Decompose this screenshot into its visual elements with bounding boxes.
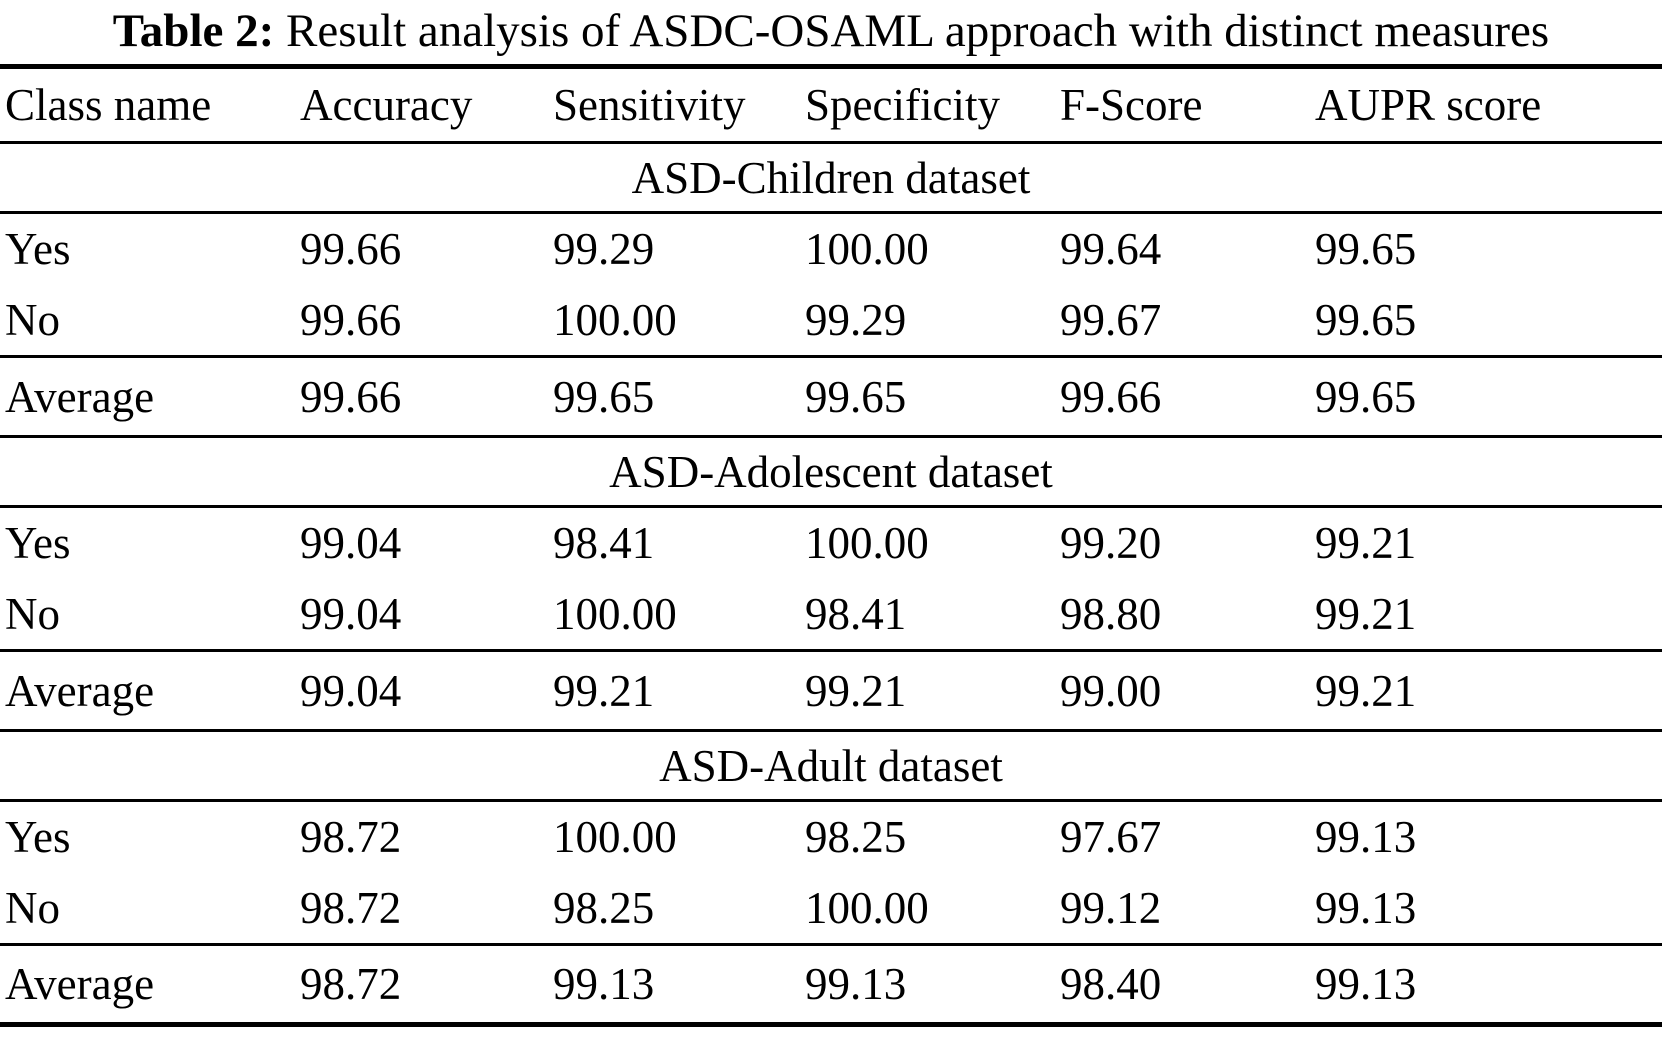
average-row: Average 99.04 99.21 99.21 99.00 99.21 xyxy=(0,650,1662,731)
cell-aupr-score: 99.65 xyxy=(1315,371,1417,422)
cell-aupr-score: 99.13 xyxy=(1315,882,1417,933)
table-row: No 99.66 100.00 99.29 99.67 99.65 xyxy=(0,285,1662,357)
results-table: Class name Accuracy Sensitivity Specific… xyxy=(0,64,1662,1027)
cell-sensitivity: 99.13 xyxy=(553,959,655,1009)
cell-sensitivity: 99.21 xyxy=(553,665,655,716)
cell-class-name: No xyxy=(5,588,60,639)
cell-specificity: 99.29 xyxy=(805,294,907,345)
table-row: Yes 98.72 100.00 98.25 97.67 99.13 xyxy=(0,801,1662,873)
cell-accuracy: 98.72 xyxy=(300,959,402,1009)
section-header-children: ASD-Children dataset xyxy=(0,142,1662,213)
cell-class-name: Average xyxy=(5,959,155,1009)
cell-sensitivity: 100.00 xyxy=(553,812,677,863)
cell-aupr-score: 99.65 xyxy=(1315,294,1417,345)
cell-specificity: 100.00 xyxy=(805,882,929,933)
cell-specificity: 98.25 xyxy=(805,812,907,863)
cell-accuracy: 99.66 xyxy=(300,294,402,345)
col-header-aupr-score: AUPR score xyxy=(1315,80,1542,130)
cell-specificity: 99.65 xyxy=(805,371,907,422)
section-header-label: ASD-Children dataset xyxy=(631,152,1031,203)
cell-sensitivity: 98.25 xyxy=(553,882,655,933)
cell-f-score: 99.00 xyxy=(1060,665,1162,716)
cell-class-name: Average xyxy=(5,665,155,716)
cell-specificity: 98.41 xyxy=(805,588,907,639)
cell-sensitivity: 100.00 xyxy=(553,294,677,345)
cell-f-score: 99.12 xyxy=(1060,882,1162,933)
cell-accuracy: 99.66 xyxy=(300,371,402,422)
cell-accuracy: 99.04 xyxy=(300,588,402,639)
cell-accuracy: 99.66 xyxy=(300,224,402,275)
cell-specificity: 100.00 xyxy=(805,518,929,569)
table-row: Yes 99.04 98.41 100.00 99.20 99.21 xyxy=(0,507,1662,579)
table-row: No 99.04 100.00 98.41 98.80 99.21 xyxy=(0,579,1662,651)
cell-specificity: 100.00 xyxy=(805,224,929,275)
cell-aupr-score: 99.21 xyxy=(1315,588,1417,639)
cell-specificity: 99.21 xyxy=(805,665,907,716)
cell-aupr-score: 99.21 xyxy=(1315,665,1417,716)
cell-accuracy: 98.72 xyxy=(300,812,402,863)
col-header-class-name: Class name xyxy=(5,80,212,130)
section-header-label: ASD-Adolescent dataset xyxy=(609,446,1053,497)
table-row: Yes 99.66 99.29 100.00 99.64 99.65 xyxy=(0,213,1662,285)
section-header-adult: ASD-Adult dataset xyxy=(0,730,1662,801)
header-row: Class name Accuracy Sensitivity Specific… xyxy=(0,66,1662,143)
table-caption: Table 2: Result analysis of ASDC-OSAML a… xyxy=(0,0,1662,64)
cell-accuracy: 99.04 xyxy=(300,518,402,569)
cell-class-name: Yes xyxy=(5,518,71,569)
table-caption-number: Table 2: xyxy=(112,5,275,57)
col-header-specificity: Specificity xyxy=(805,80,1000,130)
cell-sensitivity: 99.29 xyxy=(553,224,655,275)
cell-aupr-score: 99.13 xyxy=(1315,959,1417,1009)
cell-f-score: 98.80 xyxy=(1060,588,1162,639)
cell-f-score: 97.67 xyxy=(1060,812,1162,863)
average-row: Average 98.72 99.13 99.13 98.40 99.13 xyxy=(0,944,1662,1025)
cell-f-score: 99.64 xyxy=(1060,224,1162,275)
cell-class-name: Average xyxy=(5,371,155,422)
cell-class-name: Yes xyxy=(5,224,71,275)
cell-class-name: No xyxy=(5,294,60,345)
cell-aupr-score: 99.21 xyxy=(1315,518,1417,569)
col-header-f-score: F-Score xyxy=(1060,80,1203,130)
cell-f-score: 99.67 xyxy=(1060,294,1162,345)
cell-accuracy: 98.72 xyxy=(300,882,402,933)
section-header-label: ASD-Adult dataset xyxy=(659,740,1003,791)
col-header-sensitivity: Sensitivity xyxy=(553,80,746,130)
table-caption-text: Result analysis of ASDC-OSAML approach w… xyxy=(286,5,1550,57)
average-row: Average 99.66 99.65 99.65 99.66 99.65 xyxy=(0,356,1662,437)
cell-class-name: No xyxy=(5,882,60,933)
cell-f-score: 99.20 xyxy=(1060,518,1162,569)
cell-class-name: Yes xyxy=(5,812,71,863)
cell-aupr-score: 99.13 xyxy=(1315,812,1417,863)
cell-sensitivity: 99.65 xyxy=(553,371,655,422)
col-header-accuracy: Accuracy xyxy=(300,80,473,130)
cell-specificity: 99.13 xyxy=(805,959,907,1009)
cell-sensitivity: 100.00 xyxy=(553,588,677,639)
cell-aupr-score: 99.65 xyxy=(1315,224,1417,275)
cell-f-score: 99.66 xyxy=(1060,371,1162,422)
cell-sensitivity: 98.41 xyxy=(553,518,655,569)
cell-accuracy: 99.04 xyxy=(300,665,402,716)
section-header-adolescent: ASD-Adolescent dataset xyxy=(0,436,1662,507)
table-row: No 98.72 98.25 100.00 99.12 99.13 xyxy=(0,873,1662,945)
cell-f-score: 98.40 xyxy=(1060,959,1162,1009)
